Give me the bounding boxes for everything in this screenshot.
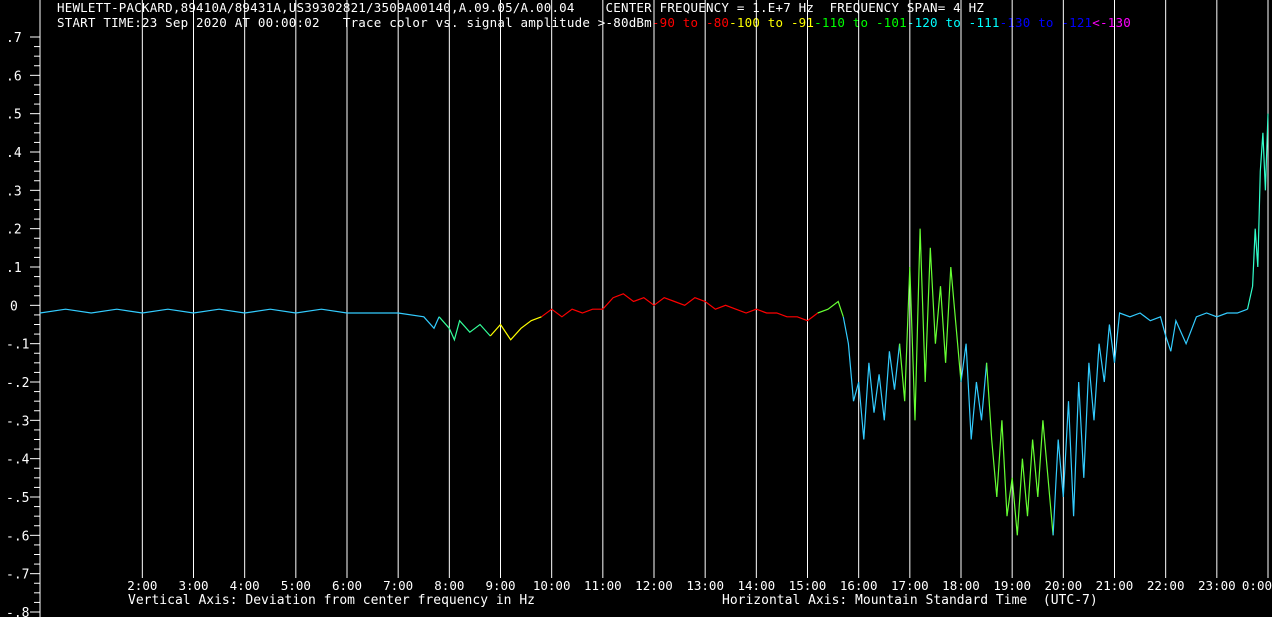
legend-range-0: -90 to -80: [651, 15, 730, 30]
legend-range-5: <-130: [1092, 15, 1131, 30]
trace-segment-5: [842, 316, 901, 440]
grid: [141, 0, 1269, 578]
legend-range-4: -130 to -121: [999, 15, 1093, 30]
x-tick-label-7: 9:00: [485, 578, 515, 593]
x-tick-label-22: 0:00: [1242, 578, 1272, 593]
x-tick-label-0: 2:00: [127, 578, 157, 593]
x-axis-labels: 2:00 3:00 4:00 5:00 6:00 7:00 8:00 9:00 10:00 11:…: [127, 578, 1272, 593]
x-tick-label-13: 15:00: [789, 578, 827, 593]
x-tick-label-16: 18:00: [942, 578, 980, 593]
y-tick-label-5: .2: [6, 223, 22, 238]
x-tick-label-8: 10:00: [533, 578, 571, 593]
legend-range-2: -110 to -101: [814, 15, 907, 30]
y-tick-label-2: .5: [6, 108, 22, 123]
y-tick-label-1: .6: [6, 69, 22, 84]
trace-segment-3: [541, 293, 819, 322]
y-tick-label-4: .3: [6, 184, 22, 199]
horizontal-axis-caption: Horizontal Axis: Mountain Standard Time …: [722, 593, 1098, 608]
x-tick-label-9: 11:00: [584, 578, 622, 593]
x-tick-label-14: 16:00: [840, 578, 878, 593]
x-tick-label-18: 20:00: [1045, 578, 1083, 593]
legend-range-3: -120 to -111: [906, 15, 1000, 30]
trace-segment-6: [899, 228, 962, 421]
legend-intro: Trace color vs. signal amplitude >-80dBm: [342, 15, 652, 30]
y-tick-label-6: .1: [6, 261, 22, 276]
y-tick-label-11: -.4: [6, 453, 30, 468]
trace-segment-9: [1052, 308, 1248, 536]
x-tick-label-21: 23:00: [1198, 578, 1236, 593]
y-tick-label-7: 0: [10, 299, 18, 314]
header-line-2: START TIME:23 Sep 2020 AT 00:00:02 Trace…: [57, 15, 1131, 30]
trace: [39, 113, 1269, 536]
x-tick-label-11: 13:00: [686, 578, 724, 593]
x-tick-label-1: 3:00: [178, 578, 208, 593]
legend: -90 to -80-100 to -91-110 to -101-120 to…: [652, 15, 1131, 30]
trace-segment-4: [817, 300, 844, 317]
x-tick-label-3: 5:00: [281, 578, 311, 593]
header-line-1: HEWLETT-PACKARD,89410A/89431A,US39302821…: [57, 0, 985, 15]
trace-segment-7: [960, 343, 988, 440]
x-tick-label-5: 7:00: [383, 578, 413, 593]
y-tick-label-14: -.7: [6, 568, 29, 583]
trace-segment-0: [39, 308, 440, 330]
trace-segment-8: [986, 362, 1054, 536]
x-tick-label-2: 4:00: [230, 578, 260, 593]
y-tick-label-0: .7: [6, 31, 22, 46]
x-tick-label-20: 22:00: [1147, 578, 1185, 593]
vertical-axis-caption: Vertical Axis: Deviation from center fre…: [128, 593, 535, 608]
x-tick-label-12: 14:00: [738, 578, 776, 593]
y-tick-label-12: -.5: [6, 491, 29, 506]
x-tick-label-4: 6:00: [332, 578, 362, 593]
x-tick-label-17: 19:00: [993, 578, 1031, 593]
x-tick-label-10: 12:00: [635, 578, 673, 593]
trace-segment-1: [438, 316, 491, 342]
y-axis: .7 .6 .5 .4 .3 .2 .1 0 -.1 -.2 -.3 -.4 -.5 -.6 -.7 -.8: [6, 0, 41, 617]
y-tick-label-15: -.8: [6, 606, 29, 617]
start-time: START TIME:23 Sep 2020 AT 00:00:02: [57, 15, 320, 30]
trace-segment-10: [1246, 113, 1269, 310]
x-tick-label-19: 21:00: [1096, 578, 1134, 593]
y-tick-label-10: -.3: [6, 414, 29, 429]
legend-range-1: -100 to -91: [729, 15, 815, 30]
y-tick-label-9: -.2: [6, 376, 29, 391]
y-tick-label-13: -.6: [6, 529, 29, 544]
y-tick-label-8: -.1: [6, 338, 29, 353]
trace-segment-2: [489, 316, 542, 341]
x-tick-label-6: 8:00: [434, 578, 464, 593]
y-tick-label-3: .4: [6, 146, 22, 161]
x-tick-label-15: 17:00: [891, 578, 929, 593]
